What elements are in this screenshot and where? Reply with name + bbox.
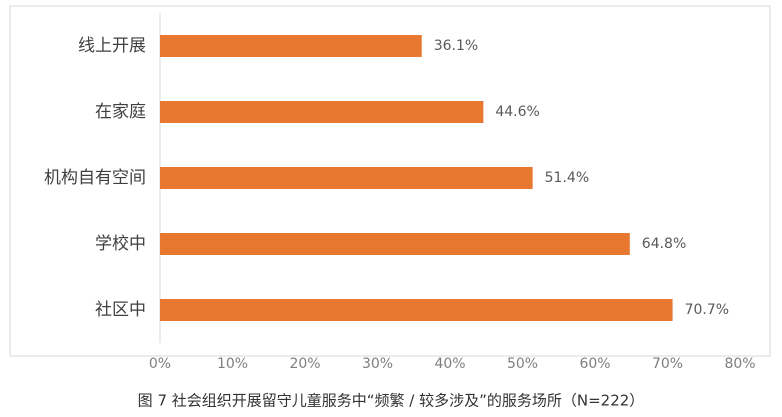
value-label: 64.8% [642,236,686,252]
x-tick-label: 80% [724,356,755,372]
x-tick-label: 40% [434,356,465,372]
y-tick-label: 社区中 [95,300,146,320]
value-label: 44.6% [495,104,539,120]
x-tick-label: 0% [149,356,171,372]
x-tick-label: 10% [217,356,248,372]
bar [160,35,422,57]
chart-caption: 图 7 社会组织开展留守儿童服务中“频繁 / 较多涉及”的服务场所（N=222） [138,392,645,410]
bar [160,299,673,321]
x-tick-label: 20% [289,356,320,372]
value-label: 70.7% [685,302,729,318]
y-tick-label: 线上开展 [78,36,146,56]
bar [160,167,533,189]
x-tick-label: 70% [652,356,683,372]
value-label: 36.1% [434,38,478,54]
x-tick-label: 30% [362,356,393,372]
x-tick-label: 50% [507,356,538,372]
y-tick-label: 在家庭 [95,102,146,122]
x-tick-label: 60% [579,356,610,372]
bar [160,233,630,255]
value-label: 51.4% [545,170,589,186]
y-tick-label: 学校中 [95,234,146,254]
bar [160,101,484,123]
y-tick-label: 机构自有空间 [44,168,146,188]
